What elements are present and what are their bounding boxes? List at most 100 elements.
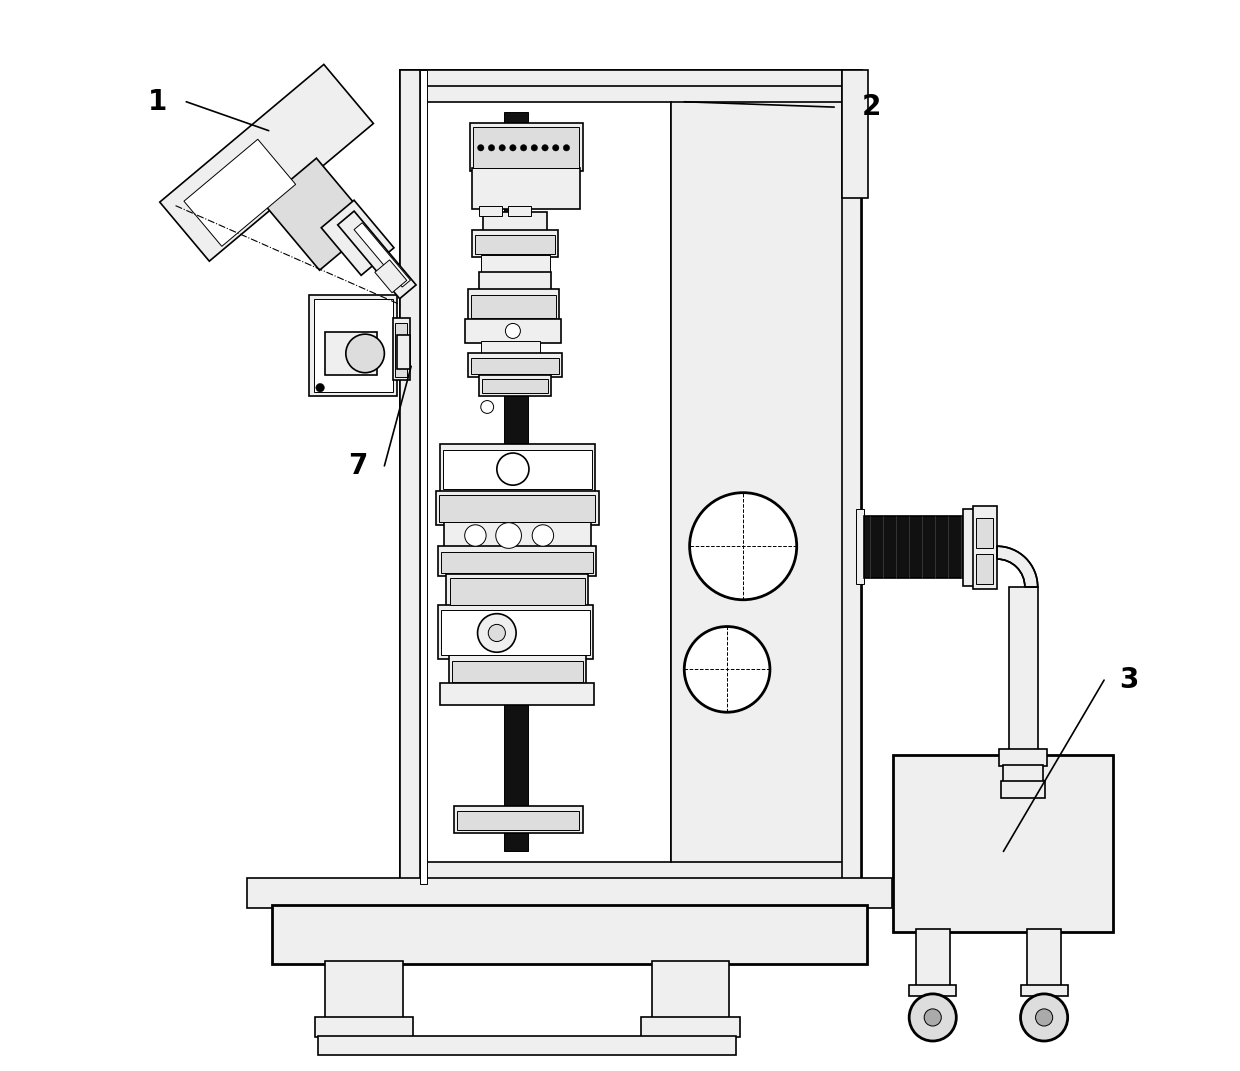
Polygon shape: [482, 212, 547, 233]
Polygon shape: [435, 491, 599, 525]
Polygon shape: [472, 168, 580, 209]
Polygon shape: [1021, 985, 1068, 996]
Polygon shape: [374, 260, 407, 292]
Circle shape: [465, 525, 486, 546]
Polygon shape: [247, 878, 892, 908]
Polygon shape: [641, 1017, 740, 1037]
Polygon shape: [976, 554, 993, 584]
Polygon shape: [321, 200, 394, 275]
Polygon shape: [997, 546, 1038, 587]
Circle shape: [521, 145, 527, 151]
Circle shape: [489, 145, 495, 151]
Polygon shape: [472, 230, 558, 257]
Text: 1: 1: [148, 88, 167, 116]
Circle shape: [498, 145, 506, 151]
Polygon shape: [451, 661, 583, 682]
Polygon shape: [671, 102, 861, 862]
Polygon shape: [893, 755, 1112, 932]
Polygon shape: [160, 64, 373, 261]
Polygon shape: [505, 112, 528, 851]
Polygon shape: [317, 1036, 735, 1055]
Polygon shape: [184, 139, 295, 246]
Circle shape: [1021, 994, 1068, 1041]
Polygon shape: [314, 299, 393, 392]
Polygon shape: [999, 749, 1048, 766]
Polygon shape: [449, 655, 585, 685]
Text: 7: 7: [348, 452, 367, 480]
Polygon shape: [310, 295, 397, 396]
Polygon shape: [272, 905, 868, 964]
Polygon shape: [652, 961, 729, 1020]
Circle shape: [684, 627, 770, 712]
Polygon shape: [842, 70, 868, 198]
Polygon shape: [325, 961, 403, 1020]
Polygon shape: [479, 206, 502, 216]
Polygon shape: [454, 806, 583, 833]
Polygon shape: [443, 450, 593, 489]
Polygon shape: [441, 610, 590, 655]
Polygon shape: [439, 495, 595, 522]
Polygon shape: [470, 123, 583, 171]
Circle shape: [346, 334, 384, 373]
Polygon shape: [401, 70, 861, 884]
Polygon shape: [1001, 781, 1045, 798]
Polygon shape: [471, 358, 559, 374]
Polygon shape: [337, 211, 417, 299]
Polygon shape: [263, 159, 373, 270]
Polygon shape: [397, 335, 410, 369]
Polygon shape: [446, 574, 588, 608]
Polygon shape: [444, 522, 591, 548]
Polygon shape: [401, 70, 861, 86]
Polygon shape: [396, 323, 407, 377]
Polygon shape: [976, 518, 993, 548]
Polygon shape: [467, 289, 559, 321]
Circle shape: [563, 145, 569, 151]
Polygon shape: [465, 319, 560, 343]
Polygon shape: [467, 353, 562, 377]
Circle shape: [316, 383, 325, 392]
Polygon shape: [1003, 765, 1043, 782]
Polygon shape: [973, 506, 997, 589]
Circle shape: [924, 1009, 941, 1026]
Polygon shape: [471, 295, 556, 318]
Circle shape: [496, 523, 522, 548]
Circle shape: [689, 493, 797, 600]
Polygon shape: [962, 509, 976, 586]
Polygon shape: [1009, 587, 1038, 752]
Text: 2: 2: [862, 93, 882, 121]
Polygon shape: [419, 102, 671, 862]
Polygon shape: [438, 546, 596, 576]
Polygon shape: [325, 332, 377, 375]
Circle shape: [489, 624, 506, 642]
Polygon shape: [315, 1017, 413, 1037]
Polygon shape: [355, 223, 410, 287]
Polygon shape: [474, 127, 579, 168]
Polygon shape: [458, 811, 579, 830]
Circle shape: [497, 453, 529, 485]
Circle shape: [531, 145, 537, 151]
Polygon shape: [481, 255, 551, 273]
Polygon shape: [475, 235, 554, 254]
Polygon shape: [909, 985, 956, 996]
Circle shape: [477, 145, 484, 151]
Polygon shape: [481, 341, 539, 356]
Circle shape: [1035, 1009, 1053, 1026]
Circle shape: [553, 145, 559, 151]
Polygon shape: [438, 605, 593, 659]
Polygon shape: [401, 70, 419, 884]
Polygon shape: [507, 206, 531, 216]
Polygon shape: [450, 578, 584, 605]
Circle shape: [532, 525, 553, 546]
Circle shape: [542, 145, 548, 151]
Polygon shape: [1027, 929, 1061, 991]
Text: 3: 3: [1118, 666, 1138, 694]
Polygon shape: [864, 516, 966, 578]
Circle shape: [510, 145, 516, 151]
Polygon shape: [419, 70, 428, 884]
Polygon shape: [856, 509, 864, 584]
Polygon shape: [440, 444, 595, 493]
Polygon shape: [482, 379, 548, 393]
Polygon shape: [915, 929, 950, 991]
Polygon shape: [440, 683, 594, 705]
Circle shape: [909, 994, 956, 1041]
